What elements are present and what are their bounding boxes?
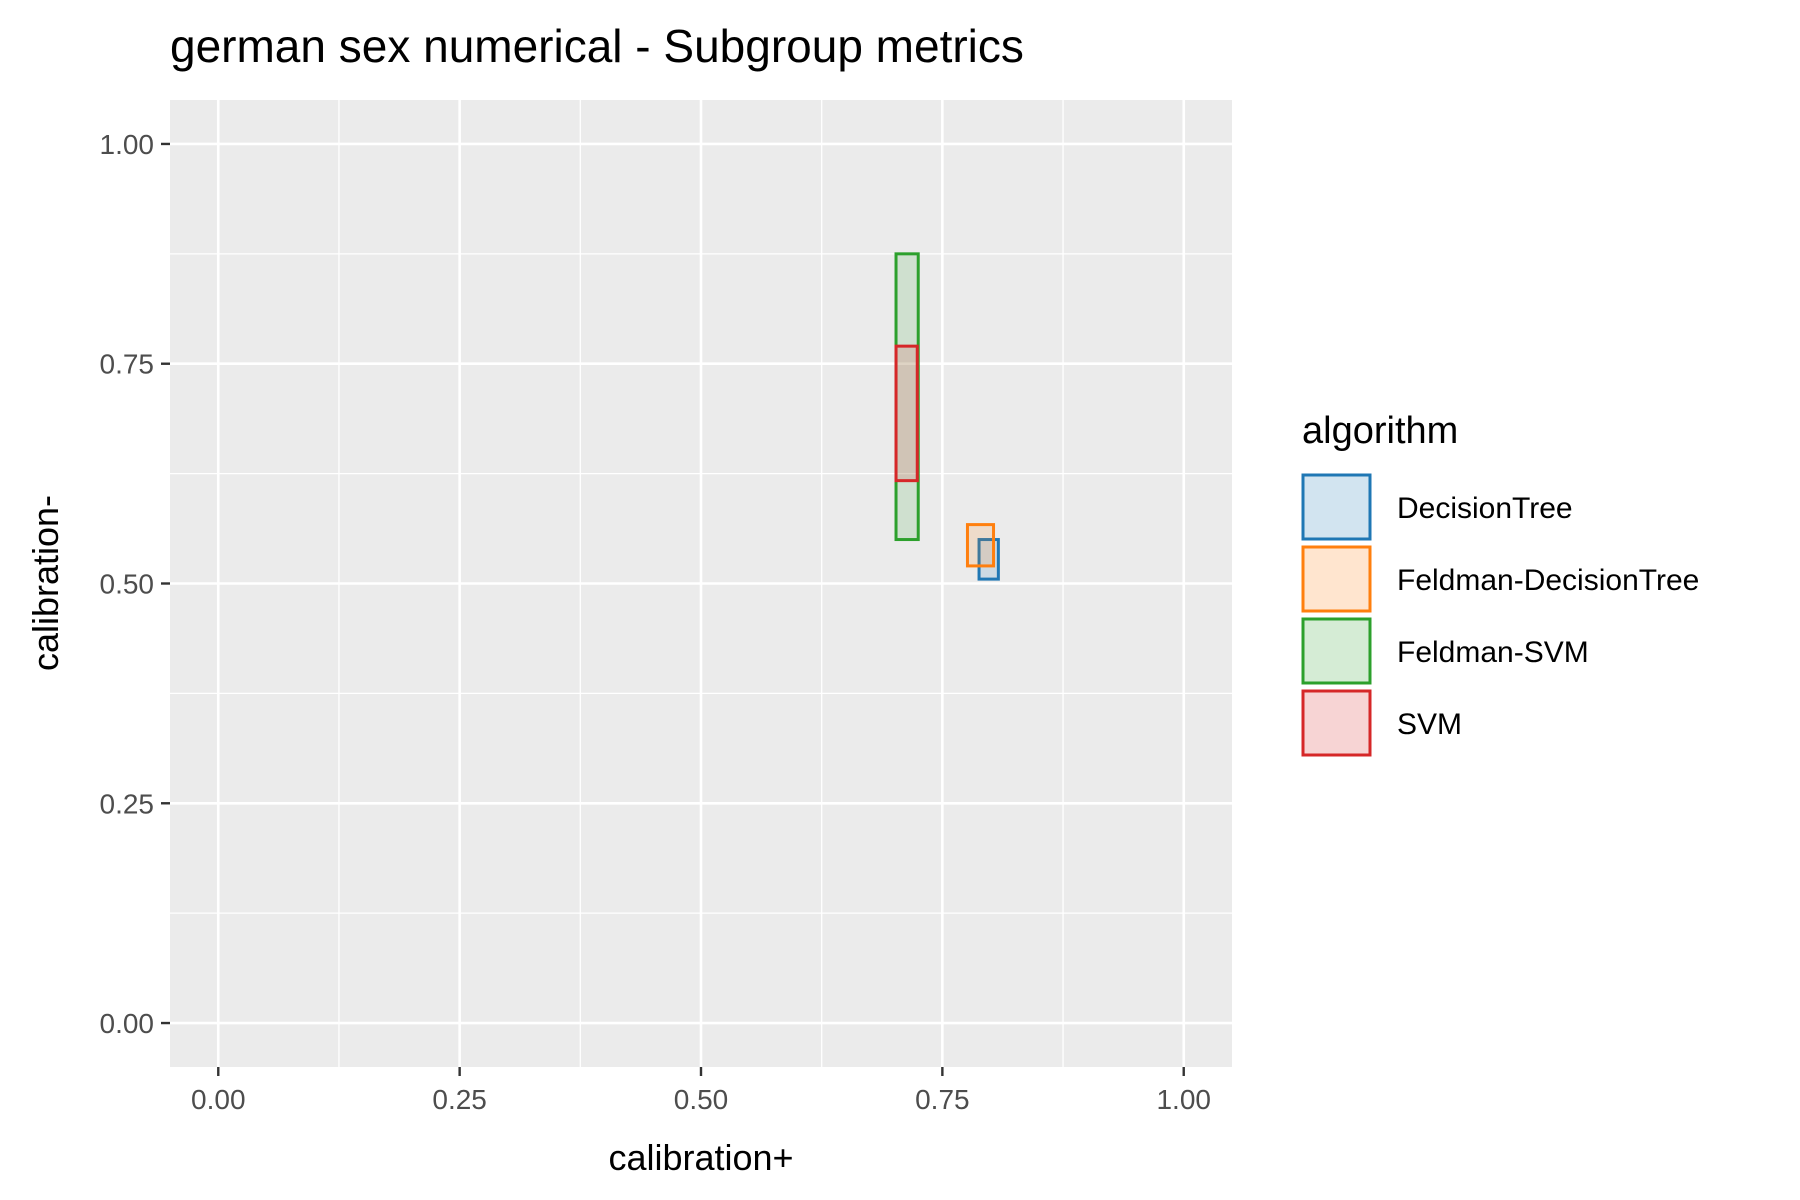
x-tick-label: 0.25	[432, 1084, 487, 1115]
region-feldman-decisiontree	[965, 523, 996, 568]
y-axis-title: calibration-	[25, 495, 66, 671]
legend-label: DecisionTree	[1397, 492, 1573, 525]
axes: 0.00 0.25 0.50 0.75 1.00 0.00 0.25 0.50 0.75 1.00	[100, 129, 1211, 1115]
x-tick-label: 0.75	[915, 1084, 970, 1115]
y-tick-label: 1.00	[100, 129, 155, 160]
legend-key-feldman-svm	[1301, 617, 1372, 685]
y-tick-label: 0.00	[100, 1008, 155, 1039]
y-tick-label: 0.50	[100, 569, 155, 600]
y-tick-label: 0.25	[100, 788, 155, 819]
x-tick-label: 0.00	[191, 1084, 246, 1115]
x-tick-label: 0.50	[674, 1084, 729, 1115]
region-svm	[894, 344, 919, 483]
legend-key-decisiontree	[1301, 473, 1372, 541]
legend-title: algorithm	[1302, 410, 1458, 452]
data-marks	[894, 252, 1000, 581]
x-tick-label: 1.00	[1156, 1084, 1211, 1115]
y-tick-label: 0.75	[100, 349, 155, 380]
legend-label: Feldman-SVM	[1397, 636, 1589, 669]
legend-key-feldman-decisiontree	[1301, 545, 1372, 613]
legend: algorithm DecisionTree Feldman-DecisionTr…	[1301, 410, 1699, 757]
legend-key-svm	[1301, 689, 1372, 757]
chart-title: german sex numerical - Subgroup metrics	[170, 20, 1024, 72]
x-axis-title: calibration+	[608, 1137, 793, 1178]
legend-label: SVM	[1397, 708, 1462, 741]
legend-label: Feldman-DecisionTree	[1397, 564, 1699, 597]
grid-lines	[170, 100, 1232, 1067]
